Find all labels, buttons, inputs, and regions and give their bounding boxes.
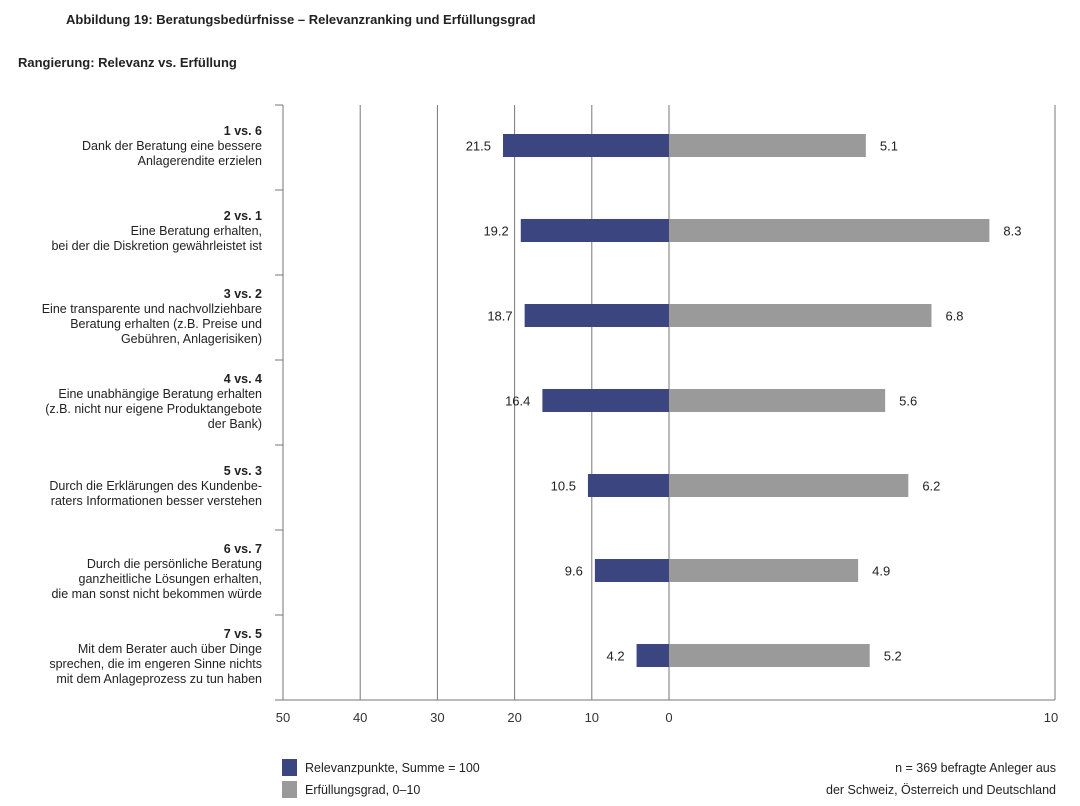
sample-note: der Schweiz, Österreich und Deutschland [826,783,1056,797]
data-label: 16.4 [505,394,530,409]
data-label: 4.9 [872,564,890,579]
legend-erfuellung: Erfüllungsgrad, 0–10 [282,781,420,798]
tick-label: 50 [276,710,290,725]
sample-note: n = 369 befragte Anleger aus [895,761,1056,775]
legend-label: Relevanzpunkte, Summe = 100 [305,760,480,775]
data-label: 10.5 [551,479,576,494]
tick-label: 0 [665,710,672,725]
chart-subtitle: Rangierung: Relevanz vs. Erfüllung [18,55,237,70]
category-text: bei der die Diskretion gewährleistet ist [51,239,262,253]
category-rank: 6 vs. 7 [223,541,262,556]
category-text: die man sonst nicht bekommen würde [51,586,262,601]
bar-erfuellung [669,219,990,242]
category-text: Durch die Erklärungen des Kundenbe- [49,479,262,493]
bar-relevanz [636,644,669,667]
data-label: 4.2 [606,649,624,664]
bar-relevanz [503,134,669,157]
bar-erfuellung [669,559,859,582]
category-rank: 4 vs. 4 [223,371,262,386]
category-text: Durch die persönliche Beratung [86,556,262,571]
data-label: 19.2 [483,224,508,239]
category-label: 2 vs. 1 Eine Beratung erhalten, bei der di… [0,209,262,254]
category-text: Eine Beratung erhalten, [130,224,262,238]
category-text: raters Informationen besser verstehen [50,494,262,508]
category-text: Eine unabhängige Beratung erhalten [58,386,262,401]
bar-erfuellung [669,389,886,412]
tick-label: 40 [353,710,367,725]
category-rank: 1 vs. 6 [223,124,262,138]
data-label: 5.1 [880,139,898,154]
data-label: 5.2 [884,649,902,664]
bar-relevanz [524,304,669,327]
data-label: 6.2 [922,479,940,494]
bar-erfuellung [669,474,909,497]
category-label: 4 vs. 4 Eine unabhängige Beratung erhalte… [0,372,262,432]
category-label: 3 vs. 2 Eine transparente und nachvollzie… [0,287,262,347]
category-text: ganzheitliche Lösungen erhalten, [78,571,262,586]
bar-erfuellung [669,134,866,157]
data-label: 18.7 [487,309,512,324]
chart-title: Abbildung 19: Beratungsbedürfnisse – Rel… [66,12,536,27]
legend-label: Erfüllungsgrad, 0–10 [305,782,421,797]
category-text: der Bank) [207,416,262,431]
data-label: 9.6 [565,564,583,579]
bar-relevanz [542,389,669,412]
category-rank: 5 vs. 3 [223,464,262,478]
category-text: Anlagerendite erzielen [137,154,262,168]
category-text: Beratung erhalten (z.B. Preise und [70,316,262,331]
tick-label: 10 [1044,710,1058,725]
category-text: sprechen, die im engeren Sinne nichts [49,656,262,671]
tick-label: 20 [507,710,521,725]
data-label: 8.3 [1003,224,1021,239]
category-rank: 2 vs. 1 [223,209,262,223]
category-text: Mit dem Berater auch über Dinge [77,641,262,656]
category-label: 1 vs. 6 Dank der Beratung eine bessere Anl… [0,124,262,169]
category-rank: 7 vs. 5 [223,626,262,641]
legend-swatch-erfuellung [282,781,297,798]
legend-relevanz: Relevanzpunkte, Summe = 100 [282,759,480,776]
category-text: (z.B. nicht nur eigene Produktangebote [45,401,262,416]
tick-label: 10 [585,710,599,725]
category-text: Eine transparente und nachvollziehbare [41,301,262,316]
bar-relevanz [594,559,669,582]
category-label: 6 vs. 7 Durch die persönliche Beratung gan… [0,542,262,602]
category-text: Dank der Beratung eine bessere [82,139,262,153]
category-text: mit dem Anlageprozess zu tun haben [56,671,262,686]
tick-label: 30 [430,710,444,725]
bar-relevanz [587,474,669,497]
category-rank: 3 vs. 2 [223,286,262,301]
category-text: Gebühren, Anlagerisiken) [120,331,262,346]
data-label: 5.6 [899,394,917,409]
category-label: 7 vs. 5 Mit dem Berater auch über Dinge sp… [0,627,262,687]
category-label: 5 vs. 3 Durch die Erklärungen des Kundenb… [0,464,262,509]
data-label: 6.8 [945,309,963,324]
bar-erfuellung [669,644,870,667]
bar-relevanz [520,219,669,242]
data-label: 21.5 [466,139,491,154]
bar-erfuellung [669,304,932,327]
legend-swatch-relevanz [282,759,297,776]
